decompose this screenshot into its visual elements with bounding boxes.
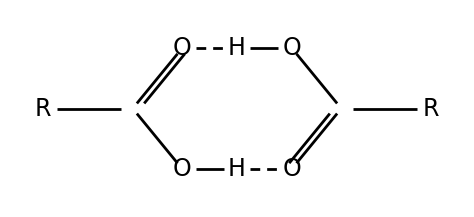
Text: O: O [282,157,301,181]
Text: R: R [423,97,439,120]
Text: O: O [282,36,301,60]
Text: R: R [35,97,51,120]
Text: H: H [228,36,246,60]
Text: O: O [173,157,192,181]
Text: H: H [228,157,246,181]
Text: O: O [173,36,192,60]
